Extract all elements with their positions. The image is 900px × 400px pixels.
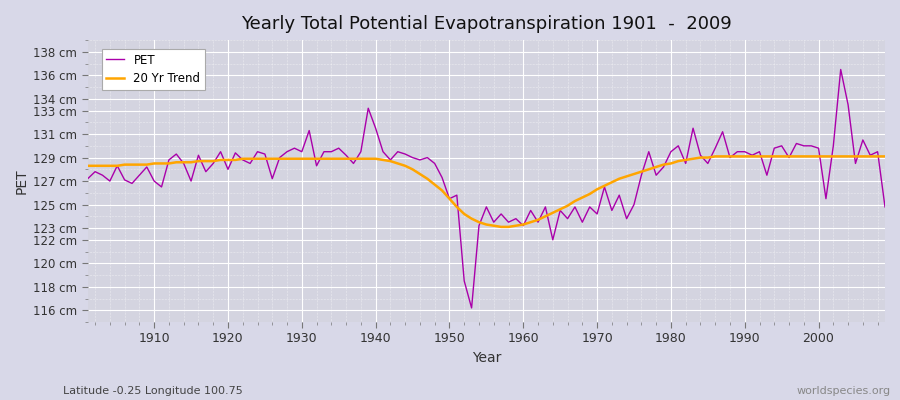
PET bbox=[348, 161, 359, 166]
PET bbox=[466, 306, 477, 310]
Title: Yearly Total Potential Evapotranspiration 1901  -  2009: Yearly Total Potential Evapotranspiratio… bbox=[241, 15, 732, 33]
X-axis label: Year: Year bbox=[472, 351, 501, 365]
PET bbox=[879, 204, 890, 209]
20 Yr Trend bbox=[348, 156, 359, 161]
20 Yr Trend bbox=[879, 154, 890, 159]
20 Yr Trend bbox=[518, 222, 528, 227]
PET bbox=[304, 128, 315, 133]
PET bbox=[526, 208, 536, 213]
Y-axis label: PET: PET bbox=[15, 168, 29, 194]
20 Yr Trend bbox=[614, 176, 625, 181]
20 Yr Trend bbox=[710, 154, 721, 159]
Legend: PET, 20 Yr Trend: PET, 20 Yr Trend bbox=[102, 49, 205, 90]
Text: worldspecies.org: worldspecies.org bbox=[796, 386, 891, 396]
20 Yr Trend bbox=[496, 224, 507, 229]
Text: Latitude -0.25 Longitude 100.75: Latitude -0.25 Longitude 100.75 bbox=[63, 386, 243, 396]
20 Yr Trend bbox=[141, 162, 152, 167]
PET bbox=[141, 164, 152, 169]
20 Yr Trend bbox=[82, 163, 93, 168]
PET bbox=[614, 193, 625, 198]
Line: PET: PET bbox=[87, 70, 885, 308]
PET bbox=[82, 176, 93, 181]
Line: 20 Yr Trend: 20 Yr Trend bbox=[87, 156, 885, 227]
PET bbox=[518, 223, 528, 228]
20 Yr Trend bbox=[526, 220, 536, 224]
PET bbox=[835, 67, 846, 72]
20 Yr Trend bbox=[304, 156, 315, 161]
